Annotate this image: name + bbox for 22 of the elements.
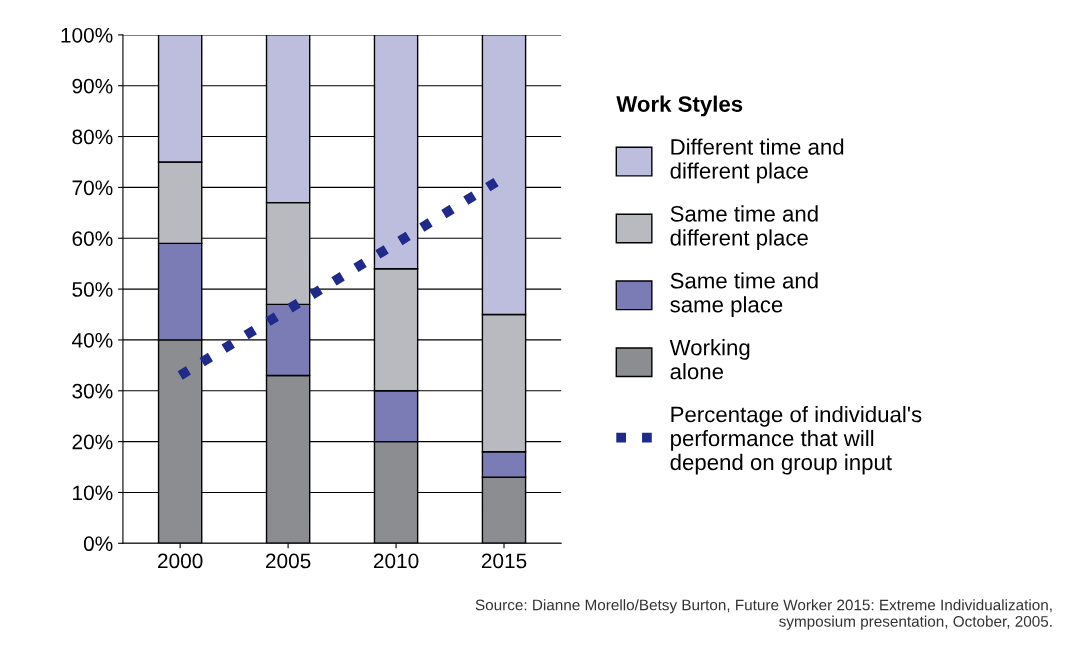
legend-label: Working alone [669, 339, 750, 380]
y-tick-label: 40% [72, 332, 113, 348]
x-tick-label: 2010 [373, 553, 419, 569]
y-tick-label: 50% [72, 282, 113, 297]
x-tick-label: 2015 [481, 553, 527, 569]
y-tick-label: 80% [72, 129, 113, 145]
y-tick-label: 70% [72, 180, 113, 196]
y-tick-label: 0% [83, 536, 113, 552]
legend-title: Work Styles [616, 95, 743, 117]
legend-label: Same time and different place [670, 205, 818, 251]
legend-label: Same time and same place [670, 272, 818, 317]
y-tick-label: 10% [73, 485, 113, 501]
source-note: Source: Dianne Morello/Betsy Burton, Future Worker 2015: Extreme Individualization, symposium presentation, October, 2005. [475, 599, 1052, 630]
y-tick-label: 90% [72, 78, 113, 94]
y-tick-label: 30% [72, 383, 113, 399]
y-tick-label: 60% [72, 231, 113, 246]
y-tick-label: 100% [61, 27, 113, 43]
legend-label: Different time and different place [670, 138, 844, 184]
y-tick-label: 20% [72, 434, 113, 450]
x-tick-label: 2000 [158, 553, 203, 569]
x-tick-label: 2005 [265, 553, 311, 569]
legend-label: Percentage of individual's performance that will depend on group input [670, 405, 922, 475]
